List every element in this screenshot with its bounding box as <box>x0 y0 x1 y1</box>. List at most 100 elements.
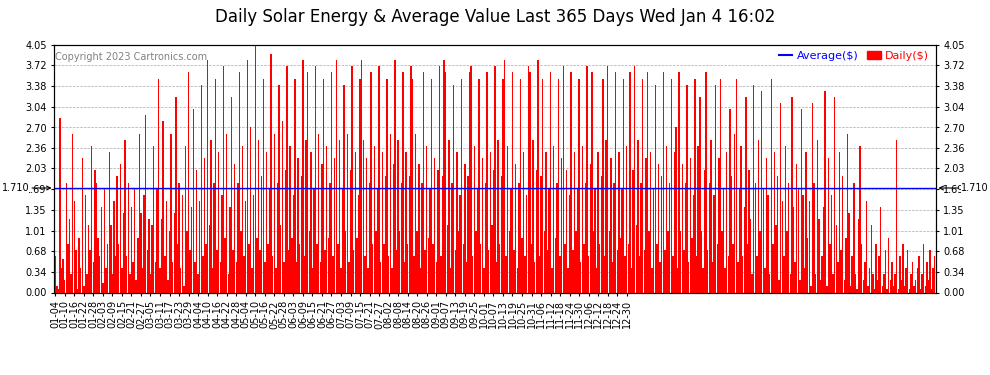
Bar <box>507 146 509 292</box>
Bar <box>456 152 457 292</box>
Bar <box>194 262 196 292</box>
Bar <box>841 250 842 292</box>
Bar <box>420 268 421 292</box>
Bar <box>639 256 641 292</box>
Bar <box>718 158 720 292</box>
Bar <box>536 170 537 292</box>
Bar <box>497 140 499 292</box>
Bar <box>664 250 665 292</box>
Bar <box>694 79 696 292</box>
Bar <box>774 152 775 292</box>
Text: Daily Solar Energy & Average Value Last 365 Days Wed Jan 4 16:02: Daily Solar Energy & Average Value Last … <box>215 8 775 26</box>
Bar <box>364 256 365 292</box>
Bar <box>341 268 342 292</box>
Bar <box>248 244 249 292</box>
Bar <box>672 256 673 292</box>
Bar <box>620 237 621 292</box>
Bar <box>688 262 689 292</box>
Bar <box>145 115 147 292</box>
Bar <box>199 201 200 292</box>
Bar <box>196 170 197 292</box>
Bar <box>154 262 156 292</box>
Bar <box>375 231 376 292</box>
Bar <box>121 268 123 292</box>
Bar <box>107 244 108 292</box>
Bar <box>783 256 785 292</box>
Bar <box>425 250 426 292</box>
Bar <box>181 195 183 292</box>
Bar <box>496 262 497 292</box>
Bar <box>85 195 86 292</box>
Bar <box>461 79 462 292</box>
Bar <box>264 262 265 292</box>
Bar <box>305 140 307 292</box>
Bar <box>197 274 199 292</box>
Bar <box>448 140 449 292</box>
Bar <box>914 286 915 292</box>
Bar <box>567 268 568 292</box>
Bar <box>542 79 544 292</box>
Bar <box>131 207 132 292</box>
Bar <box>659 262 660 292</box>
Bar <box>156 189 157 292</box>
Bar <box>890 280 891 292</box>
Bar <box>367 268 368 292</box>
Bar <box>517 268 518 292</box>
Bar <box>546 250 548 292</box>
Bar <box>769 274 770 292</box>
Bar <box>765 158 767 292</box>
Bar <box>570 72 572 292</box>
Bar <box>790 274 791 292</box>
Bar <box>301 176 302 292</box>
Bar <box>493 170 494 292</box>
Bar <box>677 268 678 292</box>
Bar <box>642 79 644 292</box>
Bar <box>262 79 264 292</box>
Bar <box>641 183 642 292</box>
Bar <box>862 280 864 292</box>
Bar <box>662 72 664 292</box>
Bar <box>912 262 913 292</box>
Bar <box>691 237 693 292</box>
Bar <box>564 244 565 292</box>
Bar <box>599 244 601 292</box>
Bar <box>183 286 184 292</box>
Bar <box>826 286 828 292</box>
Bar <box>383 244 384 292</box>
Legend: Average($), Daily($): Average($), Daily($) <box>779 51 929 61</box>
Bar <box>723 189 725 292</box>
Bar <box>638 140 639 292</box>
Bar <box>698 146 699 292</box>
Bar <box>237 183 239 292</box>
Bar <box>342 189 344 292</box>
Bar <box>702 268 704 292</box>
Bar <box>896 140 897 292</box>
Bar <box>175 97 176 292</box>
Bar <box>636 225 637 292</box>
Bar <box>823 207 825 292</box>
Bar <box>510 189 512 292</box>
Bar <box>428 237 429 292</box>
Bar <box>722 231 723 292</box>
Bar <box>439 66 441 292</box>
Bar <box>286 66 288 292</box>
Bar <box>177 244 178 292</box>
Bar <box>565 170 567 292</box>
Bar <box>770 79 772 292</box>
Bar <box>336 60 337 292</box>
Bar <box>472 256 473 292</box>
Bar <box>201 85 202 292</box>
Bar <box>209 225 210 292</box>
Bar <box>501 176 502 292</box>
Bar <box>651 268 652 292</box>
Bar <box>598 152 599 292</box>
Bar <box>714 195 715 292</box>
Bar <box>142 268 144 292</box>
Bar <box>449 268 451 292</box>
Bar <box>706 72 707 292</box>
Bar <box>581 146 583 292</box>
Bar <box>830 244 831 292</box>
Bar <box>433 244 434 292</box>
Bar <box>242 146 244 292</box>
Bar <box>541 176 542 292</box>
